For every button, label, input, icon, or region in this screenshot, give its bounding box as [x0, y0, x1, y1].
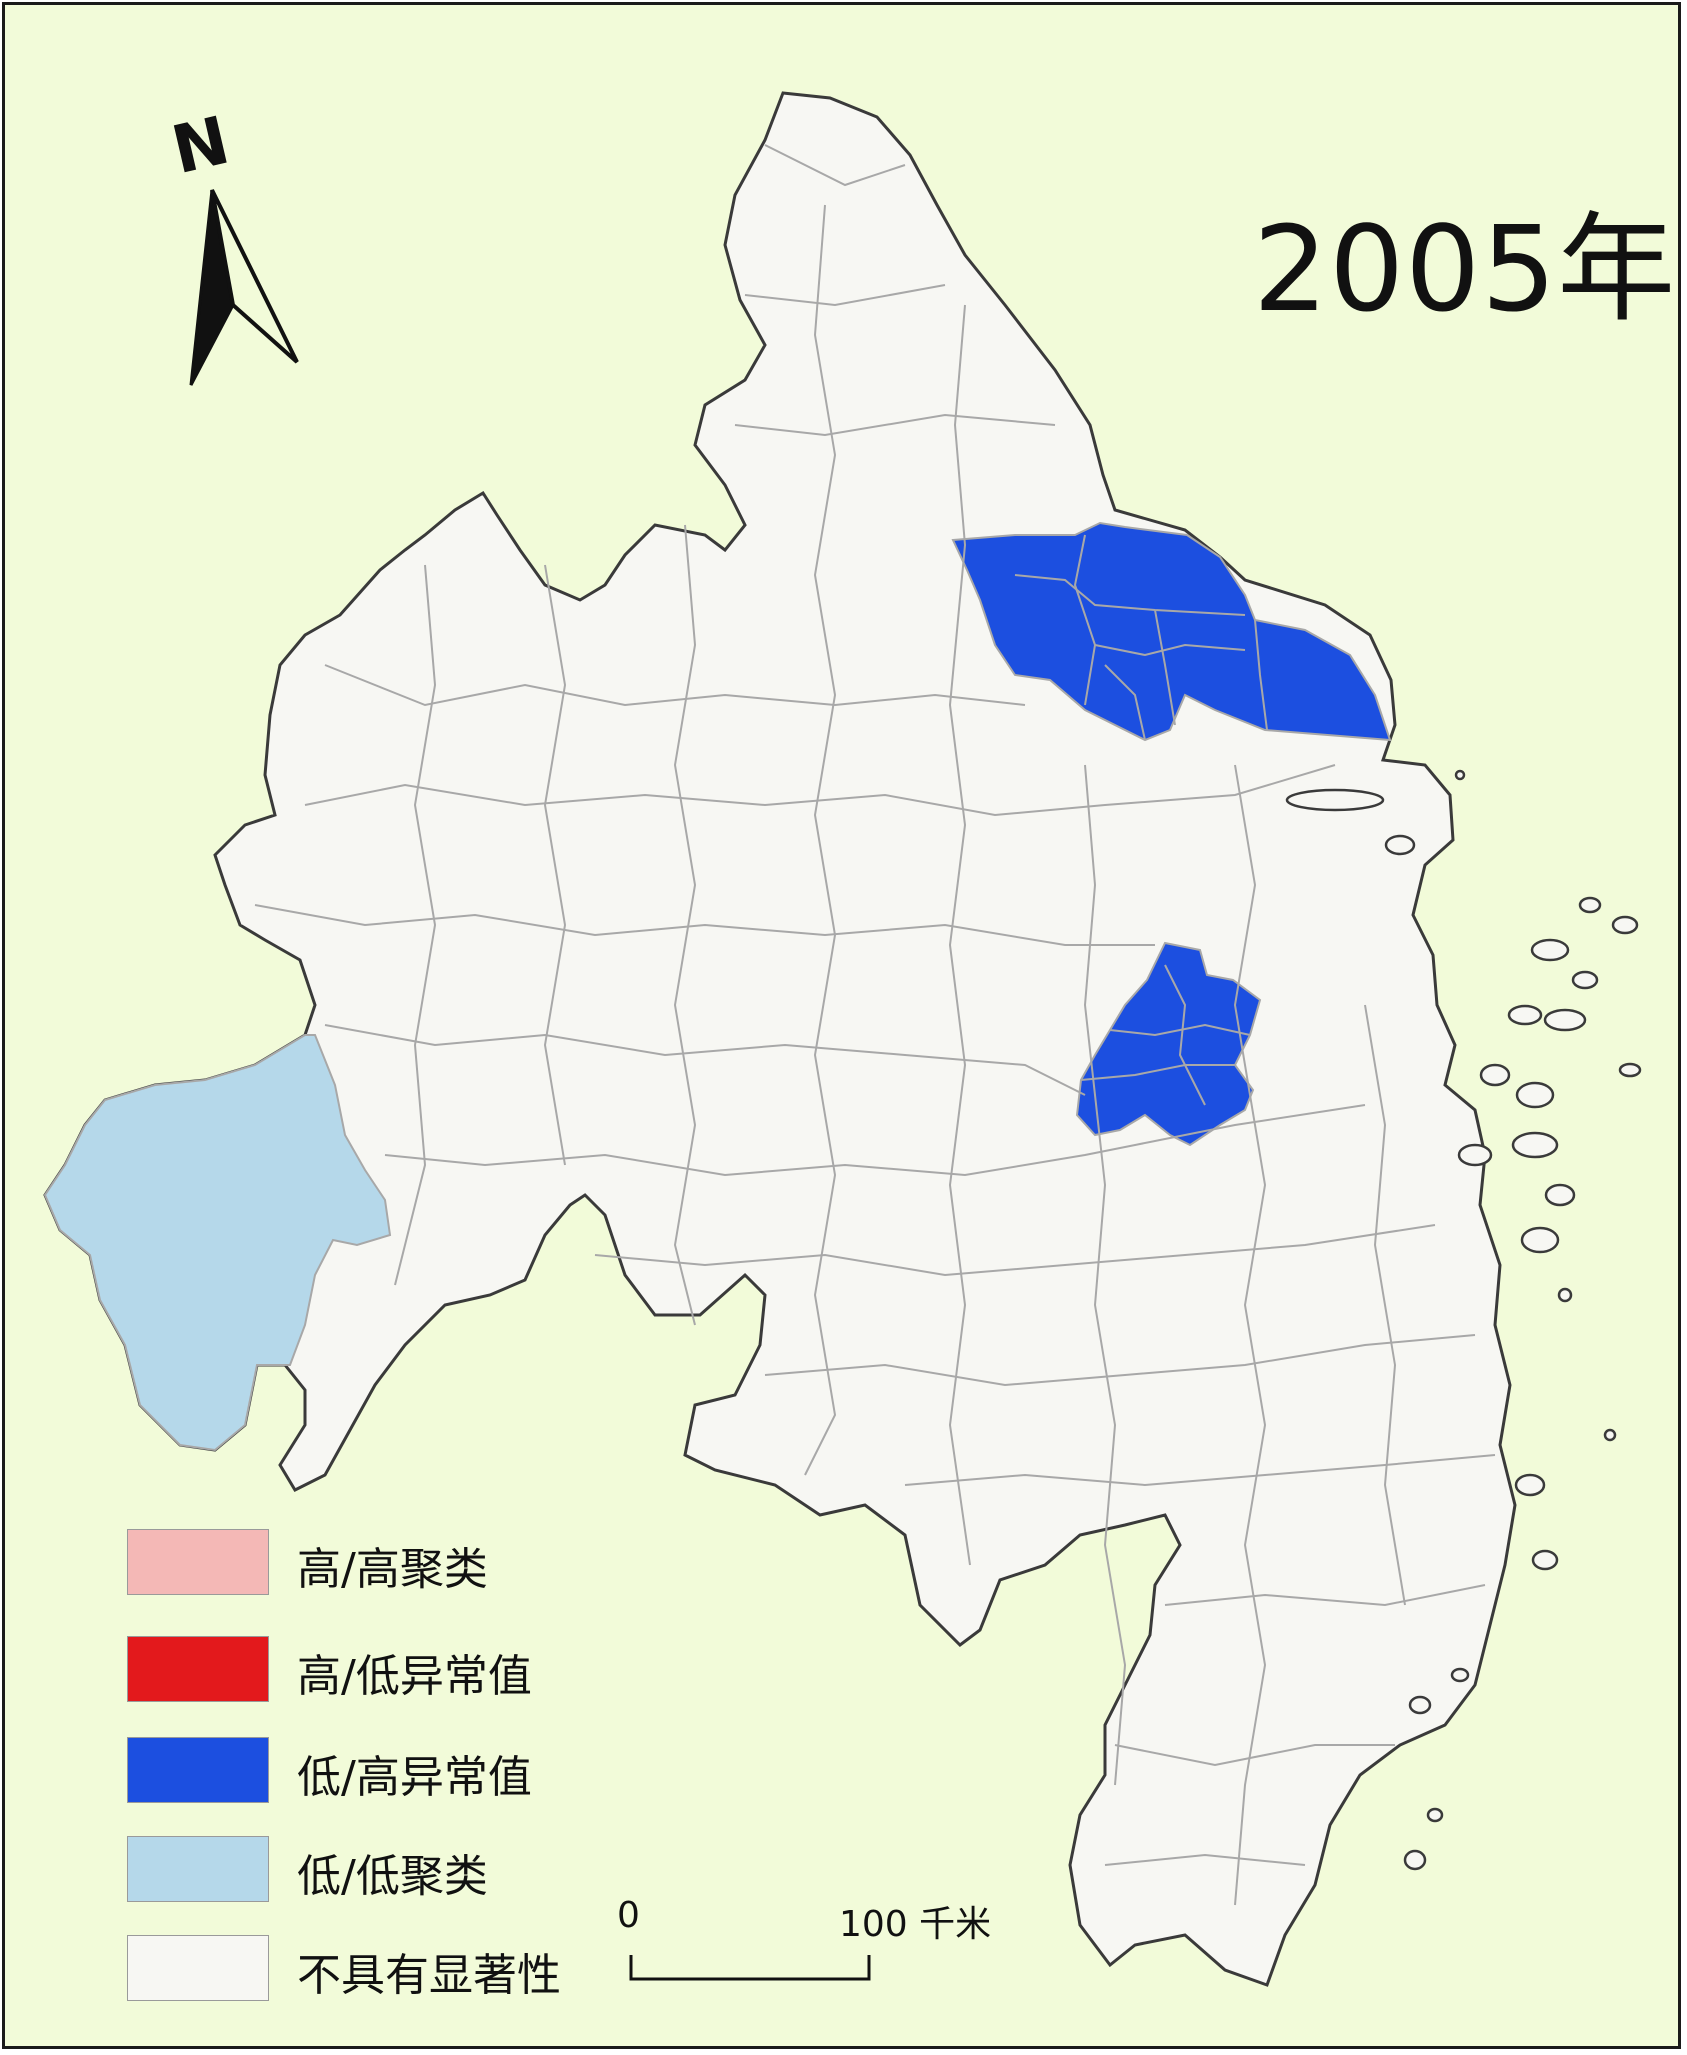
islands: [1285, 769, 1642, 1871]
legend-swatch-high-low: [127, 1636, 269, 1702]
scale-start-label: 0: [617, 1895, 640, 1936]
legend-label: 低/高异常值: [297, 1752, 532, 1803]
region-low-high-outlier-central: [1075, 941, 1262, 1147]
legend-item-high-low: 高/低异常值: [127, 1636, 647, 1706]
map-title: 2005年: [1253, 200, 1677, 338]
legend-item-low-low: 低/低聚类: [127, 1836, 647, 1906]
region-low-low-cluster: [43, 1034, 392, 1452]
scale-bar: [629, 1955, 871, 1981]
legend-item-low-high: 低/高异常值: [127, 1737, 647, 1807]
legend-item-high-high: 高/高聚类: [127, 1529, 647, 1599]
scale-end-label: 100 千米: [839, 1904, 992, 1945]
legend-swatch-low-low: [127, 1836, 269, 1902]
legend-label: 低/低聚类: [297, 1851, 488, 1902]
highlight-boundaries: [1014, 534, 1268, 1106]
legend-label: 高/低异常值: [297, 1651, 532, 1702]
region-low-high-outlier-north: [951, 521, 1392, 742]
legend-swatch-not-significant: [127, 1935, 269, 2001]
north-arrow-icon: [189, 189, 299, 386]
county-boundaries: [254, 144, 1496, 1906]
legend-swatch-high-high: [127, 1529, 269, 1595]
legend-label: 不具有显著性: [297, 1950, 561, 2001]
legend-label: 高/高聚类: [297, 1544, 488, 1595]
map-canvas: [43, 91, 1642, 1987]
legend-swatch-low-high: [127, 1737, 269, 1803]
legend-item-not-significant: 不具有显著性: [127, 1935, 647, 2005]
